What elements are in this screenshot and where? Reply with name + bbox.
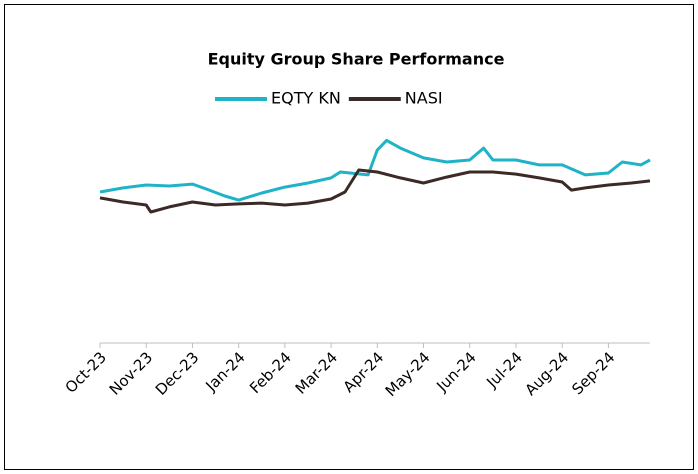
legend-label: NASI — [405, 89, 443, 108]
chart-frame — [4, 4, 694, 470]
series-line — [99, 138, 651, 202]
legend-label: EQTY KN — [271, 89, 341, 108]
chart-title: Equity Group Share Performance — [208, 50, 505, 69]
series-line — [99, 168, 651, 214]
